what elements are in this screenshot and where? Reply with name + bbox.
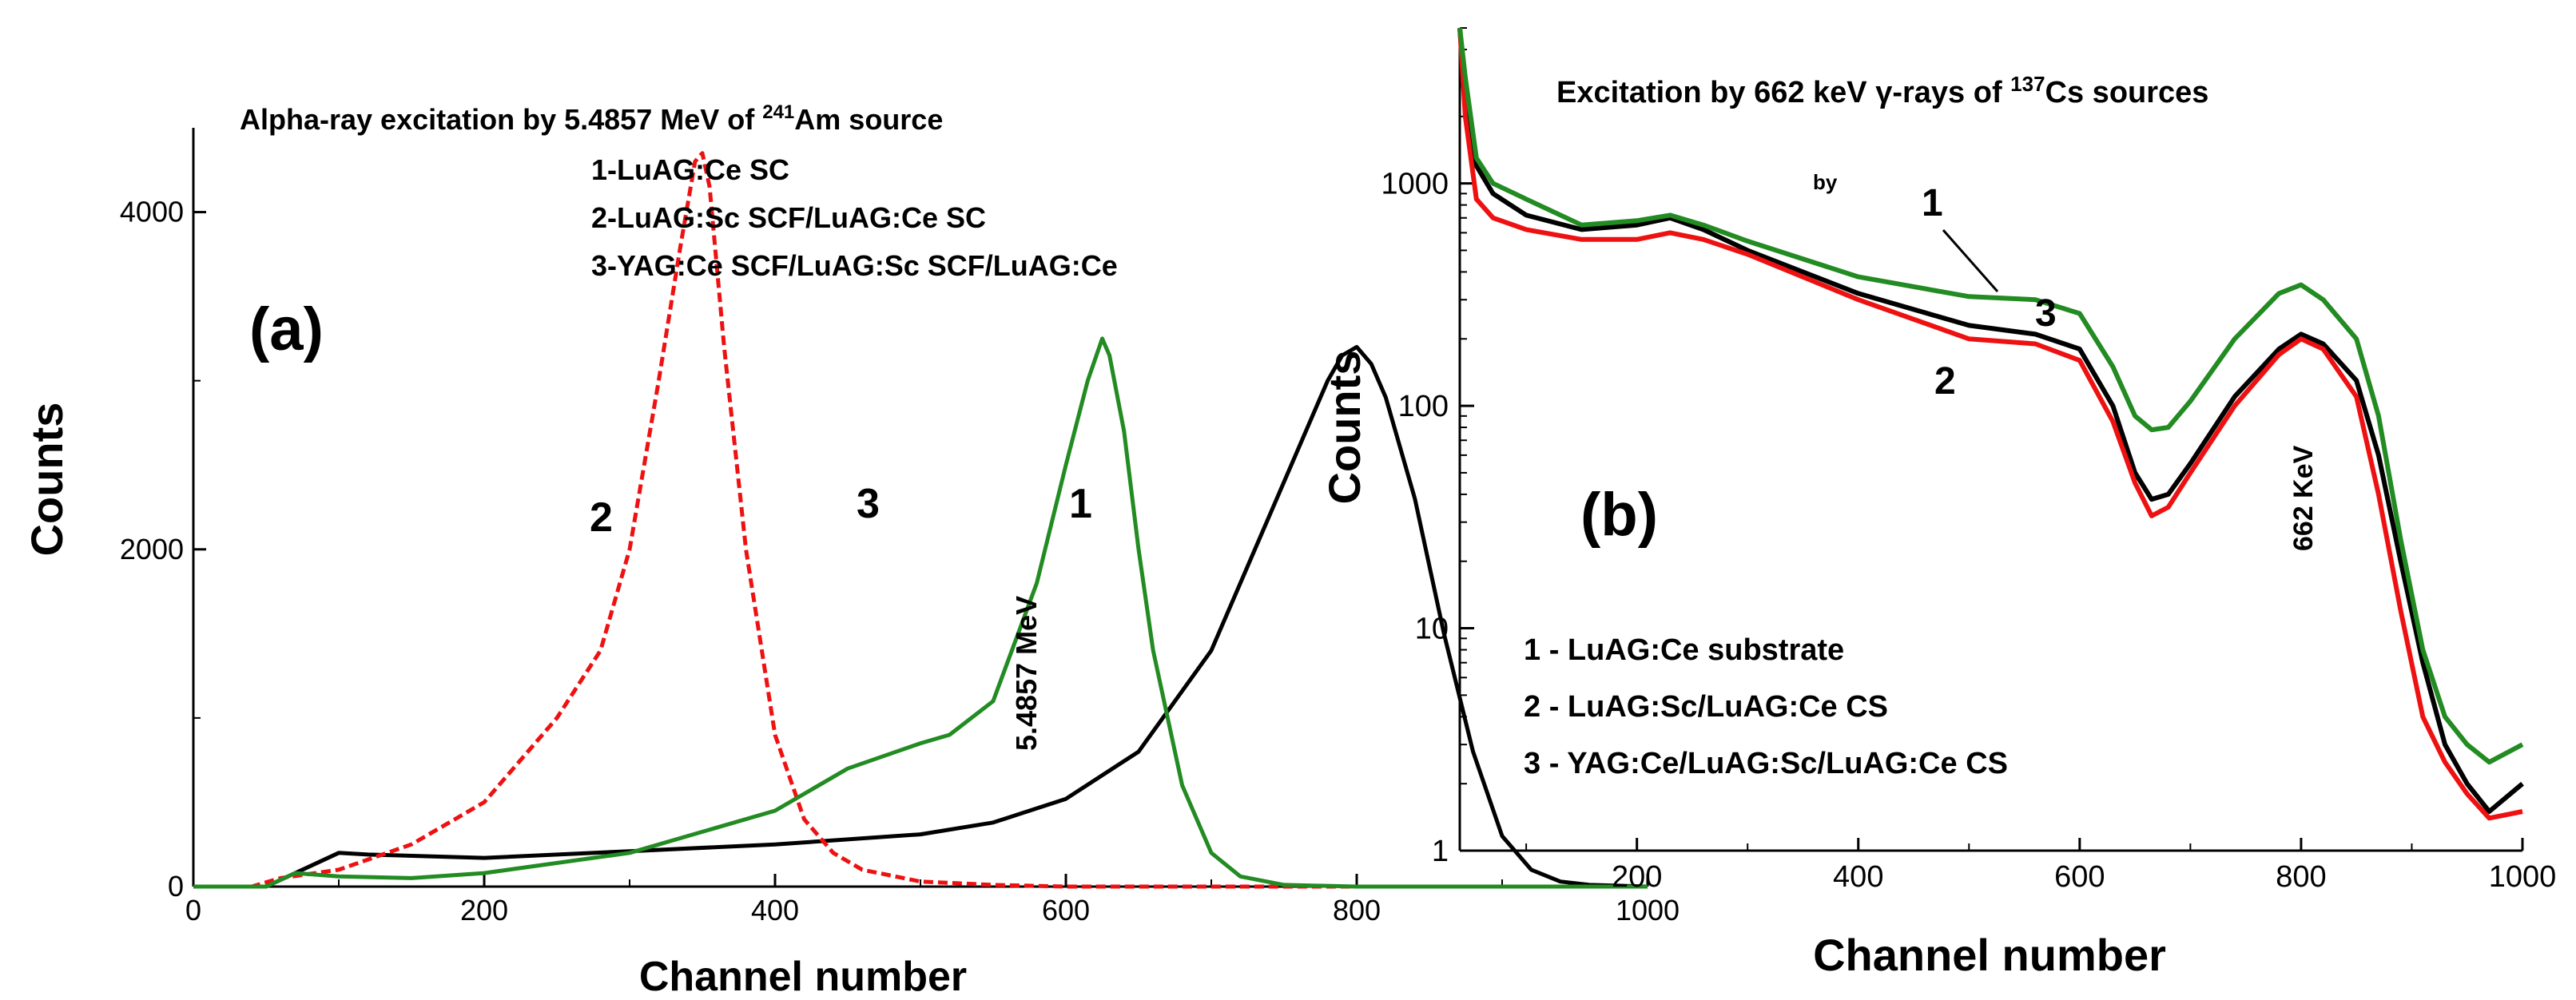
- panel-b-series: [1457, 27, 2524, 821]
- panel-b-ticks: 200 400 600 800 1000 1 10 100 1000: [1381, 27, 2557, 894]
- panel-a-x-tick-label: 0: [185, 894, 201, 927]
- panel-b-peak-energy: 662 KeV: [2288, 445, 2319, 551]
- panel-a-series: [193, 151, 1648, 889]
- panel-b-y-tick-label: 10: [1415, 613, 1449, 646]
- panel-a-x-tick-label: 400: [751, 894, 799, 927]
- panel-b-curve-1-pointer: [1942, 229, 1999, 292]
- panel-a-x-tick-label: 1000: [1616, 894, 1680, 927]
- panel-b-y-tick-label: 100: [1398, 390, 1449, 423]
- panel-a-legend-item: 1-LuAG:Ce SC: [591, 153, 789, 186]
- panel-a-series-2: [193, 151, 1648, 889]
- panel-b-series-3: [1457, 27, 2524, 765]
- panel-a-series-3: [193, 336, 1648, 889]
- panel-a-ticks: 0 200 400 600 800 1000 0 2000 4000: [120, 196, 1680, 927]
- panel-b-legend-item: 3 - YAG:Ce/LuAG:Sc/LuAG:Ce CS: [1524, 747, 2008, 780]
- panel-a-legend-item: 2-LuAG:Sc SCF/LuAG:Ce SC: [591, 201, 986, 234]
- panel-b-curve-label-1: 1: [1922, 182, 1943, 224]
- panel-b-curve-label-3: 3: [2035, 292, 2057, 335]
- panel-a-y-tick-label: 0: [168, 870, 184, 903]
- panel-a-curve-label-3: 3: [857, 481, 880, 527]
- panel-b-legend: 1 - LuAG:Ce substrate 2 - LuAG:Sc/LuAG:C…: [1524, 633, 2008, 780]
- panel-a-x-tick-label: 200: [460, 894, 508, 927]
- panel-a-curve-label-1: 1: [1069, 481, 1092, 527]
- panel-b-legend-item: 1 - LuAG:Ce substrate: [1524, 633, 1844, 667]
- panel-b-legend-item: 2 - LuAG:Sc/LuAG:Ce CS: [1524, 690, 1888, 724]
- panel-b-y-tick-label: 1000: [1381, 168, 1449, 201]
- panel-a-x-tick-label: 600: [1042, 894, 1090, 927]
- panel-b-x-tick-label: 800: [2276, 860, 2326, 894]
- panel-a-series-1: [193, 344, 1648, 889]
- panel-b-stray-text: by: [1813, 170, 1838, 194]
- panel-a: 0 200 400 600 800 1000 0 2000 4000 Alpha-ray exc…: [22, 101, 1680, 1000]
- panel-b-series-2: [1457, 27, 2523, 821]
- panel-a-peak-energy: 5.4857 MeV: [1010, 596, 1043, 751]
- panel-a-legend-item: 3-YAG:Ce SCF/LuAG:Sc SCF/LuAG:Ce: [591, 249, 1118, 282]
- panel-b-series-1: [1457, 27, 2524, 814]
- panel-b-x-tick-label: 1000: [2489, 860, 2557, 894]
- panel-b-curve-label-2: 2: [1934, 360, 1956, 403]
- panel-b-title: Excitation by 662 keV γ-rays of 137Cs so…: [1556, 72, 2208, 109]
- panel-b-x-label: Channel number: [1813, 930, 2166, 980]
- panel-b-label: (b): [1580, 481, 1658, 549]
- panel-a-x-tick-label: 800: [1333, 894, 1381, 927]
- panel-b-x-tick-label: 600: [2054, 860, 2105, 894]
- panel-a-curve-label-2: 2: [590, 494, 613, 541]
- panel-b-x-tick-label: 400: [1833, 860, 1883, 894]
- panel-b: 200 400 600 800 1000 1 10 100 1000 Excitation by…: [1319, 27, 2557, 980]
- panel-b-x-tick-label: 200: [1612, 860, 1662, 894]
- panel-b-y-label: Counts: [1319, 351, 1369, 505]
- panel-a-y-tick-label: 2000: [120, 533, 184, 565]
- panel-a-y-tick-label: 4000: [120, 196, 184, 228]
- panel-b-y-tick-label: 1: [1432, 835, 1449, 868]
- panel-a-x-label: Channel number: [639, 954, 967, 1000]
- panel-a-legend: 1-LuAG:Ce SC 2-LuAG:Sc SCF/LuAG:Ce SC 3-…: [591, 153, 1118, 282]
- panel-a-title: Alpha-ray excitation by 5.4857 MeV of 24…: [240, 101, 943, 136]
- panel-a-y-label: Counts: [22, 403, 72, 557]
- panel-a-label: (a): [249, 296, 324, 363]
